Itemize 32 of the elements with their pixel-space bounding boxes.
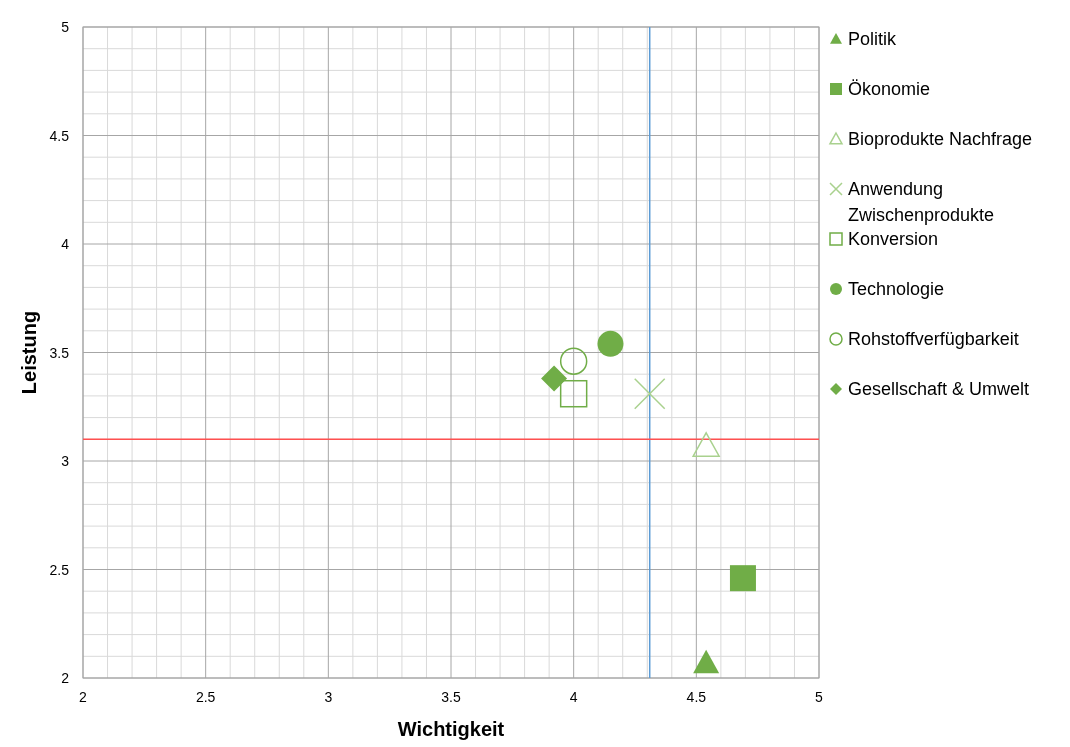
x-tick-label: 3 (324, 689, 333, 705)
x-tick-label: 2 (79, 689, 88, 705)
point (559, 347, 588, 375)
y-tick-label: 2.5 (49, 561, 70, 578)
legend-label: Technologie (848, 279, 945, 299)
legend-label: Ökonomie (848, 79, 931, 99)
x-tick-label: 2.5 (195, 689, 216, 705)
point (541, 365, 568, 392)
y-tick-label: 5 (61, 19, 70, 35)
point (729, 565, 756, 592)
x-tick-label: 4 (569, 689, 578, 705)
point (693, 649, 720, 674)
x-tick-label: 5 (815, 689, 824, 705)
point (633, 377, 666, 410)
point (597, 330, 624, 357)
legend-label: Gesellschaft & Umwelt (848, 379, 1030, 399)
legend-label: Anwendung Zwischenprodukte (848, 179, 995, 225)
point (692, 432, 720, 457)
y-tick-label: 3.5 (49, 344, 70, 361)
y-axis-title: Leistung (18, 310, 40, 395)
y-tick-label: 4 (61, 236, 70, 252)
legend-label: Konversion (848, 229, 939, 249)
x-axis-title: Wichtigkeit (397, 718, 505, 740)
x-tick-label: 3.5 (441, 689, 461, 705)
legend-label: Bioprodukte Nachfrage (848, 129, 1033, 149)
y-tick-label: 3 (61, 453, 70, 469)
x-tick-label: 4.5 (686, 689, 707, 705)
y-tick-label: 4.5 (49, 127, 70, 144)
point (559, 379, 588, 408)
y-tick-label: 2 (61, 670, 70, 686)
legend-label: Politik (848, 29, 898, 49)
legend-label: Rohstoffverfügbarkeit (848, 329, 1019, 349)
